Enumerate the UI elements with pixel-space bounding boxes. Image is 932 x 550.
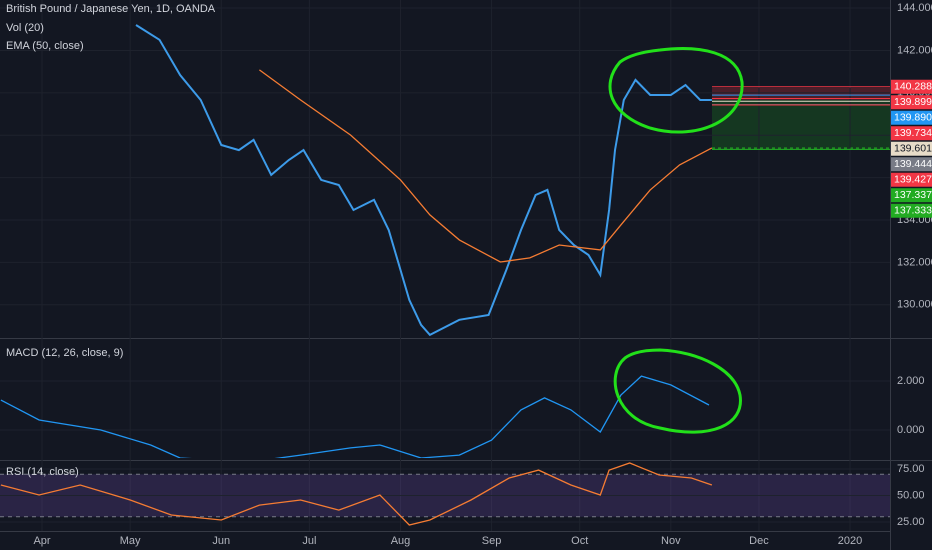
panel	[0, 375, 890, 458]
price-tag-label: 139.601	[894, 143, 932, 155]
price-tag-label: 139.427	[894, 174, 932, 186]
x-tick-label: Jul	[302, 535, 316, 547]
y-tick-label: 130.000	[897, 299, 932, 311]
price-tag-label: 137.333	[894, 205, 932, 217]
y-tick-label: 25.00	[897, 516, 925, 528]
y-tick-label: 132.000	[897, 256, 932, 268]
indicator-label: EMA (50, close)	[6, 40, 84, 52]
price-tag	[891, 110, 932, 125]
y-tick-label: 50.00	[897, 489, 925, 501]
x-tick-label: Nov	[661, 535, 681, 547]
x-tick-label: Apr	[33, 535, 50, 547]
x-tick-label: 2020	[838, 535, 862, 547]
panel	[0, 7, 890, 337]
series-line	[135, 24, 712, 337]
price-tag	[891, 157, 932, 172]
y-tick-label: 144.000	[897, 2, 932, 14]
price-tag-label: 137.337	[894, 189, 932, 201]
price-tag	[891, 141, 932, 156]
highlight-ellipse	[613, 348, 742, 434]
x-tick-label: Dec	[749, 535, 769, 547]
symbol-title: British Pound / Japanese Yen, 1D, OANDA	[6, 3, 216, 15]
stop-zone	[712, 88, 890, 100]
price-tag	[891, 79, 932, 94]
y-tick-label: 75.00	[897, 463, 925, 475]
price-tag	[891, 126, 932, 141]
series-line	[0, 462, 713, 526]
price-tag	[891, 203, 932, 218]
panel	[0, 462, 890, 526]
y-tick-label: 2.000	[897, 375, 925, 387]
highlight-ellipse	[608, 47, 744, 134]
price-tag-label: 140.288	[894, 81, 932, 93]
x-tick-label: May	[120, 535, 141, 547]
price-tag	[891, 95, 932, 110]
price-tag-label: 139.734	[894, 127, 932, 139]
price-tag	[891, 172, 932, 187]
series-line	[259, 69, 713, 263]
indicator-label: MACD (12, 26, close, 9)	[6, 347, 123, 359]
price-tag-label: 139.444	[894, 158, 932, 170]
target-zone	[712, 100, 890, 148]
indicator-label: Vol (20)	[6, 22, 44, 34]
price-tag	[891, 188, 932, 203]
x-tick-label: Jun	[212, 535, 230, 547]
series-line	[0, 375, 710, 458]
y-tick-label: 142.000	[897, 44, 932, 56]
x-tick-label: Sep	[482, 535, 502, 547]
x-tick-label: Aug	[391, 535, 411, 547]
plot-area	[0, 0, 890, 531]
x-tick-label: Oct	[571, 535, 588, 547]
indicator-label: RSI (14, close)	[6, 466, 79, 478]
price-tag-label: 139.899	[894, 96, 932, 108]
y-tick-label: 0.000	[897, 424, 925, 436]
price-tag-label: 139.890	[894, 112, 932, 124]
